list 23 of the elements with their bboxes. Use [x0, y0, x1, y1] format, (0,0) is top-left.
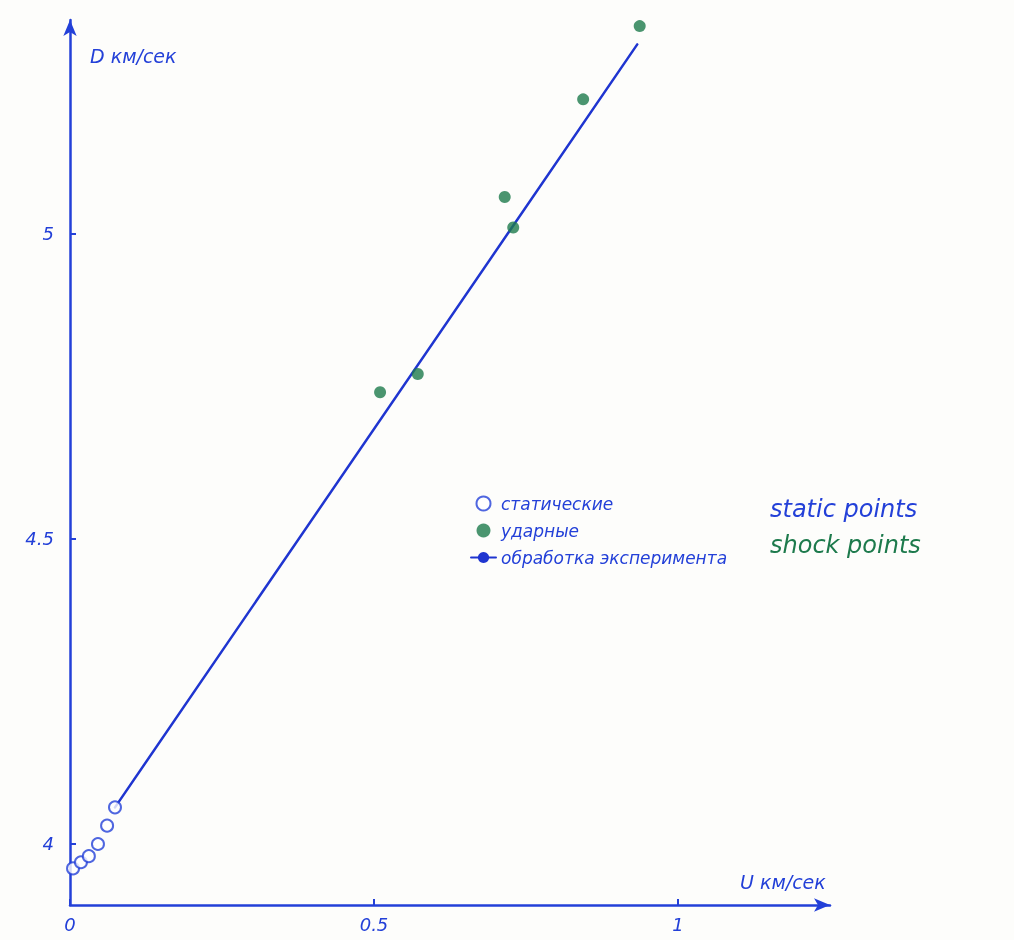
y-axis-title: D км/сек — [90, 44, 178, 67]
annotation: static points — [770, 495, 918, 523]
y-tick-label: 4 — [42, 833, 54, 855]
point — [81, 849, 96, 864]
x-axis-title: U км/сек — [740, 870, 827, 893]
y-tick-label: 4.5 — [25, 528, 54, 550]
point — [90, 836, 105, 851]
x-tick-label: 0.5 — [359, 913, 389, 935]
point — [100, 818, 115, 833]
x-tick-label: 0 — [64, 913, 76, 935]
legend-label: статические — [501, 493, 614, 514]
x-tick-label: 1 — [672, 913, 684, 935]
point — [633, 20, 646, 33]
point — [507, 221, 520, 234]
legend-label: ударные — [500, 520, 580, 541]
point — [108, 800, 122, 815]
annotation: shock points — [770, 531, 921, 559]
legend-label: обработка эксперимента — [501, 547, 728, 568]
point — [374, 386, 387, 399]
point — [411, 368, 424, 380]
point — [498, 191, 511, 203]
y-tick-label: 5 — [42, 223, 54, 245]
point — [577, 93, 590, 106]
